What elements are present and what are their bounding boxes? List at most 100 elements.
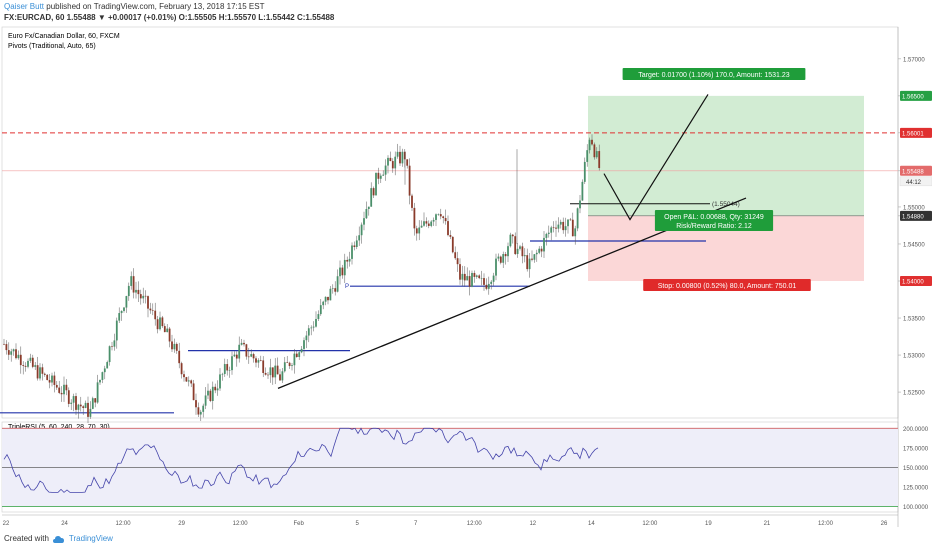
chart-title: Euro Fx/Canadian Dollar, 60, FXCM bbox=[8, 33, 120, 40]
candle-body bbox=[586, 150, 589, 162]
time-tick-label: 12:00 bbox=[642, 521, 658, 527]
candle-body bbox=[123, 307, 125, 311]
candle-body bbox=[432, 219, 435, 222]
candle-body bbox=[487, 283, 490, 289]
candle-body bbox=[106, 362, 109, 369]
candle-body bbox=[466, 276, 469, 281]
candle-body bbox=[27, 360, 29, 367]
time-tick-label: 26 bbox=[881, 521, 888, 527]
candle-body bbox=[120, 310, 123, 314]
candle-body bbox=[411, 195, 413, 208]
candle-body bbox=[550, 227, 553, 233]
candle-body bbox=[111, 346, 113, 347]
price-tick-label: 1.54500 bbox=[903, 242, 925, 248]
candle-body bbox=[442, 216, 445, 219]
candle-body bbox=[552, 227, 555, 229]
candle-body bbox=[53, 375, 56, 385]
countdown-box bbox=[899, 176, 932, 187]
candle-body bbox=[415, 228, 418, 234]
candle-body bbox=[583, 161, 586, 182]
author-link[interactable]: Qaiser Butt bbox=[4, 2, 45, 11]
published-text: published on TradingView.com, February 1… bbox=[46, 2, 265, 11]
candle-body bbox=[7, 350, 10, 355]
candle-body bbox=[207, 390, 209, 396]
candle-body bbox=[535, 252, 538, 255]
target-zone bbox=[588, 95, 864, 216]
candle-body bbox=[591, 139, 593, 145]
price-tag-box bbox=[900, 127, 932, 138]
price-tag-box bbox=[900, 276, 932, 287]
candle-body bbox=[492, 275, 495, 282]
time-tick-label: 24 bbox=[61, 521, 68, 527]
candle-body bbox=[483, 278, 485, 285]
candle-body bbox=[171, 341, 173, 350]
candle-body bbox=[91, 398, 94, 409]
candle-body bbox=[293, 353, 296, 366]
rsi-line bbox=[3, 427, 599, 493]
candle-body bbox=[75, 396, 77, 410]
candle-body bbox=[598, 151, 601, 169]
candle-body bbox=[463, 273, 466, 281]
tradingview-brand[interactable]: TradingView bbox=[68, 534, 113, 543]
candle-body bbox=[48, 380, 51, 383]
candle-body bbox=[523, 255, 526, 257]
candle-body bbox=[317, 314, 320, 319]
candle-body bbox=[507, 246, 509, 257]
candle-body bbox=[360, 224, 363, 236]
candle-body bbox=[557, 224, 560, 229]
candle-body bbox=[367, 206, 370, 210]
candle-body bbox=[168, 328, 171, 342]
candle-body bbox=[576, 208, 579, 229]
candle-body bbox=[310, 327, 313, 329]
candle-body bbox=[531, 258, 533, 260]
candle-body bbox=[341, 267, 344, 276]
open-pnl-label-text: Open P&L: 0.00688, Qty: 31249 bbox=[664, 214, 764, 221]
candle-body bbox=[303, 340, 305, 349]
candle-body bbox=[353, 245, 356, 247]
candle-body bbox=[19, 354, 22, 366]
rsi-title: TripleRSI (5, 60, 240, 28, 70, 30) bbox=[8, 424, 110, 431]
open-pnl-label-text: Risk/Reward Ratio: 2.12 bbox=[676, 223, 752, 230]
candle-body bbox=[319, 305, 322, 315]
candle-body bbox=[43, 373, 46, 375]
candle-body bbox=[252, 354, 255, 359]
candle-body bbox=[588, 139, 591, 151]
candle-body bbox=[214, 386, 217, 391]
candle-body bbox=[286, 362, 289, 363]
stop-label-text: Stop: 0.00800 (0.52%) 80.0, Amount: 750.… bbox=[658, 283, 797, 290]
candle-body bbox=[425, 221, 428, 224]
candle-body bbox=[521, 246, 524, 257]
candle-body bbox=[283, 362, 286, 372]
candle-body bbox=[99, 379, 101, 383]
candle-body bbox=[154, 310, 157, 320]
candle-body bbox=[130, 276, 133, 286]
candle-body bbox=[336, 276, 339, 292]
candle-body bbox=[231, 356, 233, 371]
time-tick-label: 14 bbox=[588, 521, 595, 527]
candle-body bbox=[103, 368, 106, 373]
countdown-label: 44:12 bbox=[906, 180, 922, 186]
candle-body bbox=[384, 165, 387, 175]
candle-body bbox=[187, 380, 190, 382]
candle-body bbox=[389, 157, 392, 162]
candle-body bbox=[387, 157, 389, 166]
candle-body bbox=[132, 276, 135, 293]
candle-body bbox=[247, 356, 250, 358]
candle-body bbox=[96, 382, 99, 403]
candle-body bbox=[358, 235, 361, 241]
time-tick-label: 19 bbox=[705, 521, 712, 527]
time-tick-label: 12:00 bbox=[818, 521, 834, 527]
candle-body bbox=[3, 343, 5, 345]
candle-body bbox=[461, 273, 464, 280]
candle-body bbox=[315, 318, 317, 327]
candle-body bbox=[101, 372, 104, 380]
candle-body bbox=[264, 372, 267, 375]
candle-body bbox=[444, 218, 447, 222]
candle-body bbox=[473, 272, 476, 277]
candle-body bbox=[485, 284, 488, 289]
publish-line: Qaiser Butt published on TradingView.com… bbox=[4, 2, 264, 11]
price-tick-label: 1.53500 bbox=[903, 317, 925, 323]
candle-body bbox=[173, 343, 176, 350]
candle-body bbox=[180, 363, 183, 375]
